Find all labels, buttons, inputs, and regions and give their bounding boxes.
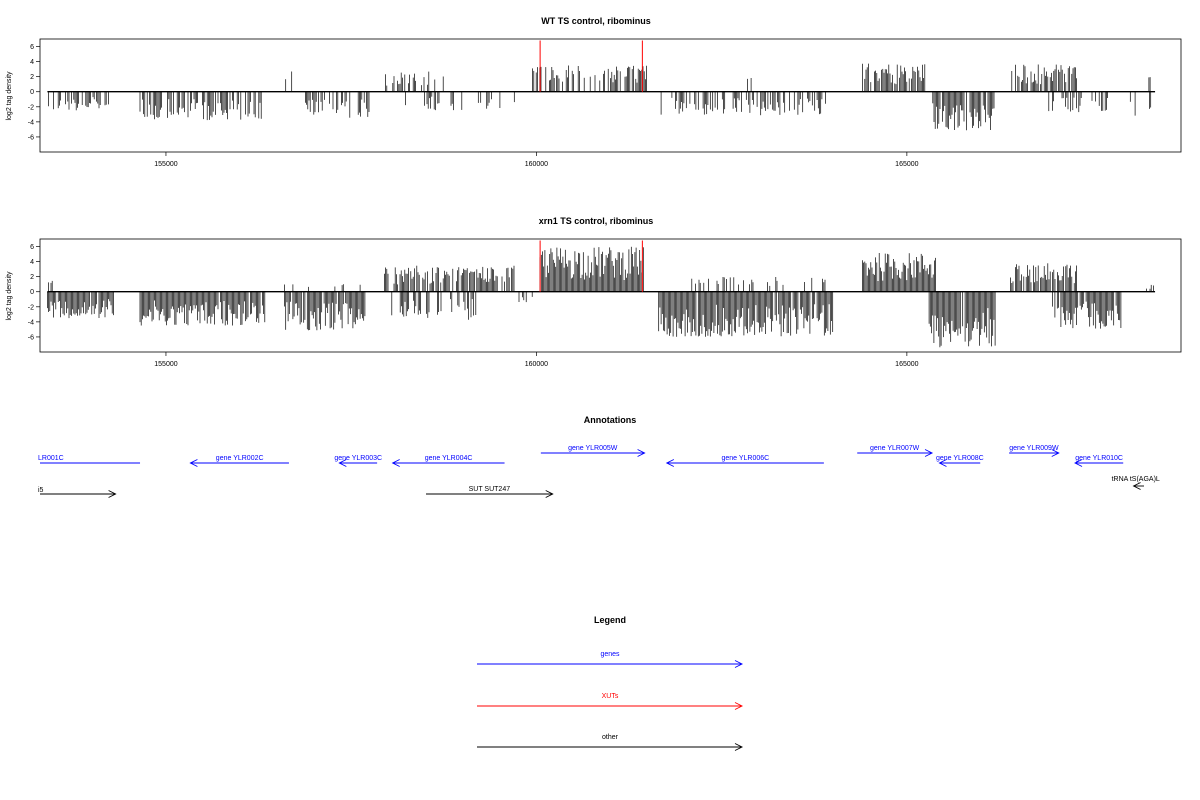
arrow-head: [665, 459, 675, 467]
y-tick-label: -6: [28, 334, 34, 341]
x-tick-label: 155000: [154, 361, 177, 368]
arrow-head: [391, 459, 400, 467]
xut-markers: [539, 240, 643, 292]
feature: gene YLR004C: [391, 455, 505, 467]
feature: gene YLR006C: [665, 455, 824, 467]
x-tick-label: 155000: [154, 161, 177, 168]
legend-item: XUTs: [477, 693, 744, 710]
legend-items: genes XUTs other: [477, 651, 744, 751]
feature-label: gene YLR006C: [721, 455, 769, 462]
panel-xrn1: xrn1 TS control, ribominus log2 tag dens…: [6, 216, 1182, 368]
feature-label: gene YLR005W: [568, 445, 618, 452]
feature: gene YLR008C: [936, 455, 984, 467]
y-axis-label: log2 tag density: [6, 271, 13, 321]
x-tick-label: 165000: [895, 361, 918, 368]
arrow-head: [734, 743, 744, 751]
feature: i5: [38, 487, 117, 498]
legend-label: genes: [600, 651, 620, 658]
arrow-head: [1051, 449, 1060, 457]
feature-label: gene YLR008C: [936, 455, 984, 462]
y-tick-label: -2: [28, 304, 34, 311]
y-tick-label: 4: [30, 59, 34, 66]
y-tick-label: -4: [28, 119, 34, 126]
feature-label: gene YLR010C: [1075, 455, 1123, 462]
x-axis: 155000 160000 165000: [154, 352, 919, 368]
arrow-head: [189, 459, 198, 467]
feature-label: LR001C: [38, 455, 64, 462]
feature-label: gene YLR007W: [870, 445, 920, 452]
feature: gene YLR007W: [857, 445, 934, 457]
xut-markers: [539, 40, 643, 92]
y-tick-label: -6: [28, 134, 34, 141]
feature-label: gene YLR009W: [1009, 445, 1059, 452]
legend-item: genes: [477, 651, 744, 668]
feature: tRNA tS(AGA)L: [1112, 476, 1160, 490]
y-tick-label: 6: [30, 44, 34, 51]
y-tick-label: 6: [30, 244, 34, 251]
arrow-head: [338, 459, 347, 467]
density-bars: [47, 246, 1156, 348]
y-tick-label: -2: [28, 104, 34, 111]
arrow-head: [938, 459, 947, 467]
arrow-head: [924, 449, 934, 457]
y-tick-label: 0: [30, 89, 34, 96]
y-tick-label: 2: [30, 74, 34, 81]
feature-label: SUT SUT247: [469, 486, 511, 493]
y-tick-label: 2: [30, 274, 34, 281]
arrow-head: [1074, 459, 1083, 467]
feature: SUT SUT247: [426, 486, 554, 498]
annotations-track: Annotations LR001C gene YLR002C gene YLR00…: [38, 415, 1160, 498]
panel-wt: WT TS control, ribominus log2 tag densit…: [6, 16, 1182, 168]
feature: LR001C: [38, 455, 141, 464]
feature-label: i5: [38, 487, 44, 494]
arrow-head: [637, 449, 646, 457]
plot-frame: [39, 38, 1182, 153]
arrow-head: [1132, 482, 1141, 490]
density-bars: [47, 63, 1156, 131]
legend-label: XUTs: [602, 693, 619, 700]
x-tick-label: 160000: [525, 361, 548, 368]
x-tick-label: 160000: [525, 161, 548, 168]
x-axis: 155000 160000 165000: [154, 152, 919, 168]
feature-label: tRNA tS(AGA)L: [1112, 476, 1160, 483]
legend-label: other: [602, 734, 619, 741]
legend-item: other: [477, 734, 744, 751]
legend-title: Legend: [594, 615, 626, 625]
y-axis-label: log2 tag density: [6, 71, 13, 121]
y-tick-label: 0: [30, 289, 34, 296]
feature: gene YLR005W: [540, 445, 646, 457]
x-tick-label: 165000: [895, 161, 918, 168]
feature-label: gene YLR003C: [334, 455, 382, 462]
plot-frame: [39, 238, 1182, 353]
feature: gene YLR003C: [334, 455, 382, 467]
feature: gene YLR009W: [1009, 445, 1060, 457]
arrow-head: [108, 490, 117, 498]
panel-title: xrn1 TS control, ribominus: [539, 216, 654, 226]
feature-label: gene YLR004C: [425, 455, 473, 462]
annotations-title: Annotations: [584, 415, 637, 425]
arrow-head: [734, 702, 744, 710]
y-axis: -6 -4 -2 0 2 4 6: [28, 44, 40, 141]
y-tick-label: 4: [30, 259, 34, 266]
feature: gene YLR002C: [189, 455, 289, 467]
feature-list: LR001C gene YLR002C gene YLR003C gene YLR00…: [38, 445, 1160, 498]
panel-title: WT TS control, ribominus: [541, 16, 651, 26]
arrow-head: [734, 660, 744, 668]
legend: Legend genes XUTs other: [477, 615, 744, 751]
arrow-head: [545, 490, 554, 498]
feature-label: gene YLR002C: [216, 455, 264, 462]
y-axis: -6 -4 -2 0 2 4 6: [28, 244, 40, 341]
y-tick-label: -4: [28, 319, 34, 326]
feature: gene YLR010C: [1074, 455, 1124, 467]
